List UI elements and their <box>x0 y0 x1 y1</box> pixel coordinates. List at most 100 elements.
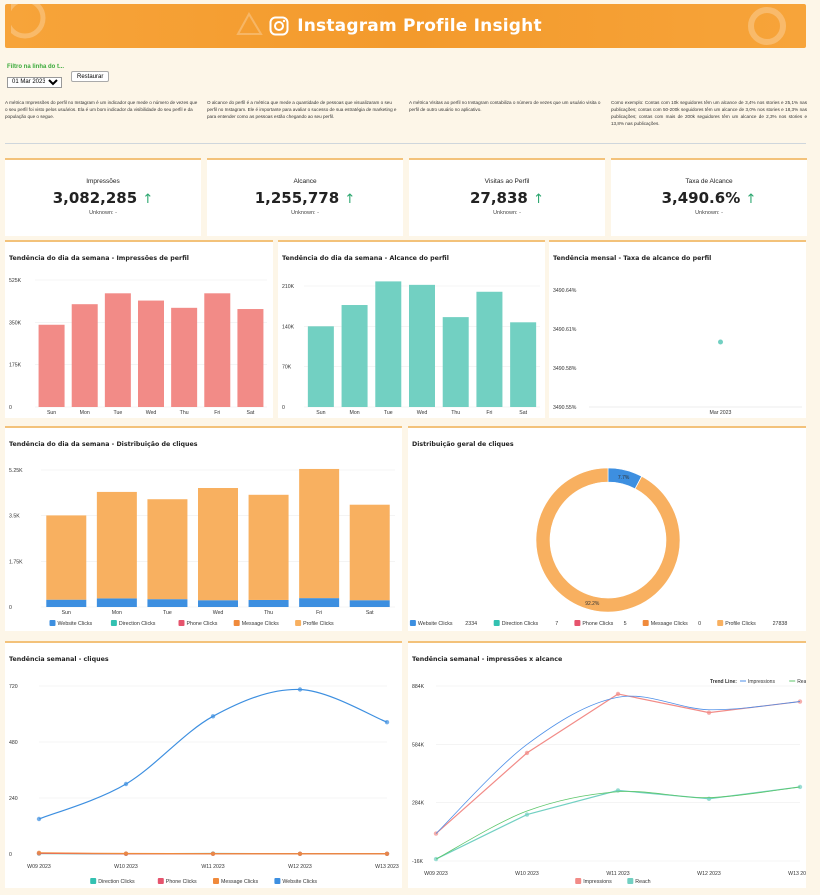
kpi-subtext: Unknown: - <box>291 210 319 216</box>
dashboard-header: Instagram Profile Insight <box>5 4 806 48</box>
chart-title: Tendência do dia da semana - Impressões … <box>9 255 189 262</box>
data-point <box>615 691 621 697</box>
impressions-reach-weekly-chart: -16K 284K 584K 884K W09 2023 W10 2023 W11 2023… <box>412 679 812 885</box>
x-tick-label: W09 2023 <box>27 864 51 870</box>
legend-swatch-icon <box>493 620 500 626</box>
y-tick-label: 0 <box>9 605 12 611</box>
arrow-up-icon: ↑ <box>142 192 154 207</box>
trend-legend-item: Impressions <box>748 679 775 685</box>
legend-label: Impressions <box>583 879 612 885</box>
reach-rate-monthly-chart: 3490.55% 3490.58% 3490.61% 3490.64% Mar 2023 <box>553 288 802 416</box>
y-tick-label: 1.75K <box>9 559 23 565</box>
impressions-weekday-chart: 0 175K 350K 525K Sun Mon Tue Wed Thu Fri Sat <box>9 278 267 416</box>
bar <box>409 284 435 407</box>
legend-label: Message Clicks <box>651 621 688 627</box>
slice-label: 92.2% <box>585 601 600 607</box>
bar-segment <box>349 504 390 601</box>
bar-segment <box>299 598 340 607</box>
legend-value: 0 <box>698 621 701 627</box>
data-point <box>297 851 303 856</box>
decorative-pattern <box>11 4 46 39</box>
legend-swatch-icon <box>110 620 117 626</box>
legend-swatch-icon <box>157 878 164 884</box>
y-tick-label: 3.5K <box>9 514 20 520</box>
data-point <box>36 850 42 856</box>
description-impressions: A métrica Impressões do perfil no Instag… <box>5 100 198 119</box>
bar <box>104 293 131 407</box>
y-tick-label: 480 <box>9 740 18 746</box>
bar-segment <box>46 599 87 607</box>
x-tick-label: Sun <box>316 410 325 416</box>
data-point <box>524 750 530 756</box>
legend-label: Website Clicks <box>58 621 93 627</box>
data-point <box>384 719 390 725</box>
bar-segment <box>147 499 188 600</box>
date-range-select[interactable]: 01 Mar 2023 - 3: <box>7 76 62 88</box>
chart-card-impressions-weekday: Tendência do dia da semana - Impressões … <box>5 240 273 418</box>
x-tick-label: Sun <box>47 410 56 416</box>
y-tick-label: 350K <box>9 320 22 326</box>
y-tick-label: 3490.55% <box>553 405 577 411</box>
kpi-card-reach: Alcance 1,255,778 ↑ Unknown: - <box>207 158 403 236</box>
kpi-card-profile-visits: Visitas ao Perfil 27,838 ↑ Unknown: - <box>409 158 605 236</box>
x-tick-label: W13 2023 <box>375 864 399 870</box>
bar-segment <box>198 488 238 601</box>
kpi-value: 3,082,285 ↑ <box>52 189 154 207</box>
legend-swatch-icon <box>49 620 56 626</box>
x-tick-label: Fri <box>316 610 322 616</box>
trend-legend-label: Trend Line: <box>710 679 737 685</box>
description-reach: O alcance do perfil é a métrica que mede… <box>207 100 397 119</box>
y-tick-label: 3490.61% <box>553 327 577 333</box>
x-tick-label: Mar 2023 <box>710 410 732 416</box>
x-tick-label: Fri <box>214 410 220 416</box>
arrow-up-icon: ↑ <box>745 192 757 207</box>
decorative-pattern <box>748 7 786 45</box>
legend-swatch-icon <box>717 620 724 626</box>
data-point <box>123 851 129 856</box>
kpi-label: Impressões <box>86 178 120 185</box>
arrow-up-icon: ↑ <box>344 192 356 207</box>
legend-swatch-icon <box>627 878 634 884</box>
x-tick-label: W12 2023 <box>288 864 312 870</box>
x-tick-label: Sun <box>62 610 71 616</box>
x-tick-label: W12 2023 <box>697 871 721 877</box>
timeline-filter: Filtro na linha do t... 01 Mar 2023 - 3:… <box>7 64 110 88</box>
y-tick-label: 720 <box>9 684 18 690</box>
chart-title: Tendência do dia da semana - Distribuiçã… <box>9 441 198 448</box>
x-tick-label: Wed <box>146 410 157 416</box>
clicks-overall-chart: 7.7% 92.2% Website Clicks 2334 Direction Cli… <box>409 467 788 627</box>
y-tick-label: 525K <box>9 278 22 284</box>
bar-segment <box>46 515 87 600</box>
slice-label: 7.7% <box>618 475 630 481</box>
legend-label: Direction Clicks <box>98 879 135 885</box>
legend-swatch-icon <box>295 620 302 626</box>
y-tick-label: 284K <box>412 801 425 807</box>
bar-segment <box>198 600 238 607</box>
bar-segment <box>96 598 137 607</box>
legend-value: 27838 <box>773 621 788 627</box>
reset-button[interactable]: Restaurar <box>71 71 110 82</box>
bar-segment <box>299 468 340 599</box>
chart-card-clicks-overall: Distribuição geral de cliques 7.7% 92.2% W… <box>408 426 806 631</box>
decorative-pattern <box>236 11 263 35</box>
legend-label: Phone Clicks <box>582 621 613 627</box>
description-reach-rate: Como exemplo: Contas com 10k seguidores … <box>611 100 807 126</box>
data-point <box>718 339 723 345</box>
y-tick-label: 0 <box>9 852 12 858</box>
x-tick-label: Tue <box>163 610 172 616</box>
x-tick-label: Wed <box>213 610 224 616</box>
legend-label: Message Clicks <box>242 621 279 627</box>
y-tick-label: 140K <box>282 324 295 330</box>
reach-weekday-chart: 0 70K 140K 210K Sun Mon Tue Wed Thu Fri Sat <box>282 281 540 416</box>
legend-label: Phone Clicks <box>166 879 197 885</box>
kpi-value: 1,255,778 ↑ <box>254 189 356 207</box>
bar-segment <box>349 600 390 607</box>
legend-swatch-icon <box>409 620 416 626</box>
data-point <box>433 856 439 862</box>
x-tick-label: Thu <box>451 410 460 416</box>
kpi-label: Taxa de Alcance <box>685 178 733 185</box>
x-tick-label: W09 2023 <box>424 871 448 877</box>
legend-swatch-icon <box>642 620 649 626</box>
x-tick-label: W10 2023 <box>515 871 539 877</box>
series-line <box>435 693 801 835</box>
